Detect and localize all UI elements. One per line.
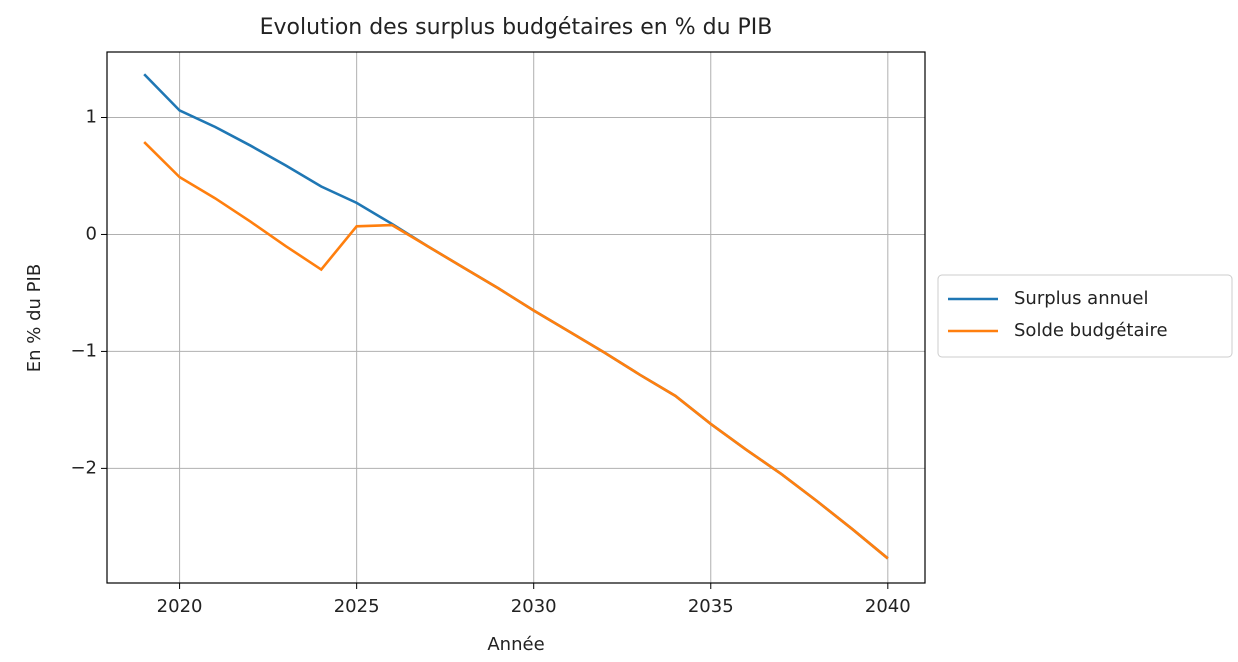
chart-title: Evolution des surplus budgétaires en % d… (260, 15, 773, 40)
plot-frame (106, 51, 926, 584)
y-tick-label: −2 (70, 457, 97, 478)
x-tick-label: 2035 (688, 596, 734, 617)
x-tick-label: 2025 (334, 596, 380, 617)
y-axis-label: En % du PIB (24, 264, 45, 372)
x-tick-label: 2040 (865, 596, 911, 617)
legend-label: Surplus annuel (1014, 288, 1149, 309)
grid (107, 52, 925, 583)
x-tick-label: 2020 (157, 596, 203, 617)
legend-label: Solde budgétaire (1014, 320, 1168, 341)
line-series (143, 141, 889, 560)
x-axis-label: Année (487, 634, 544, 655)
y-tick-label: 1 (86, 106, 97, 127)
legend-box (937, 274, 1233, 358)
y-tick-label: 0 (86, 223, 97, 244)
line-series (143, 73, 889, 560)
x-tick-label: 2030 (511, 596, 557, 617)
y-tick-label: −1 (70, 340, 97, 361)
